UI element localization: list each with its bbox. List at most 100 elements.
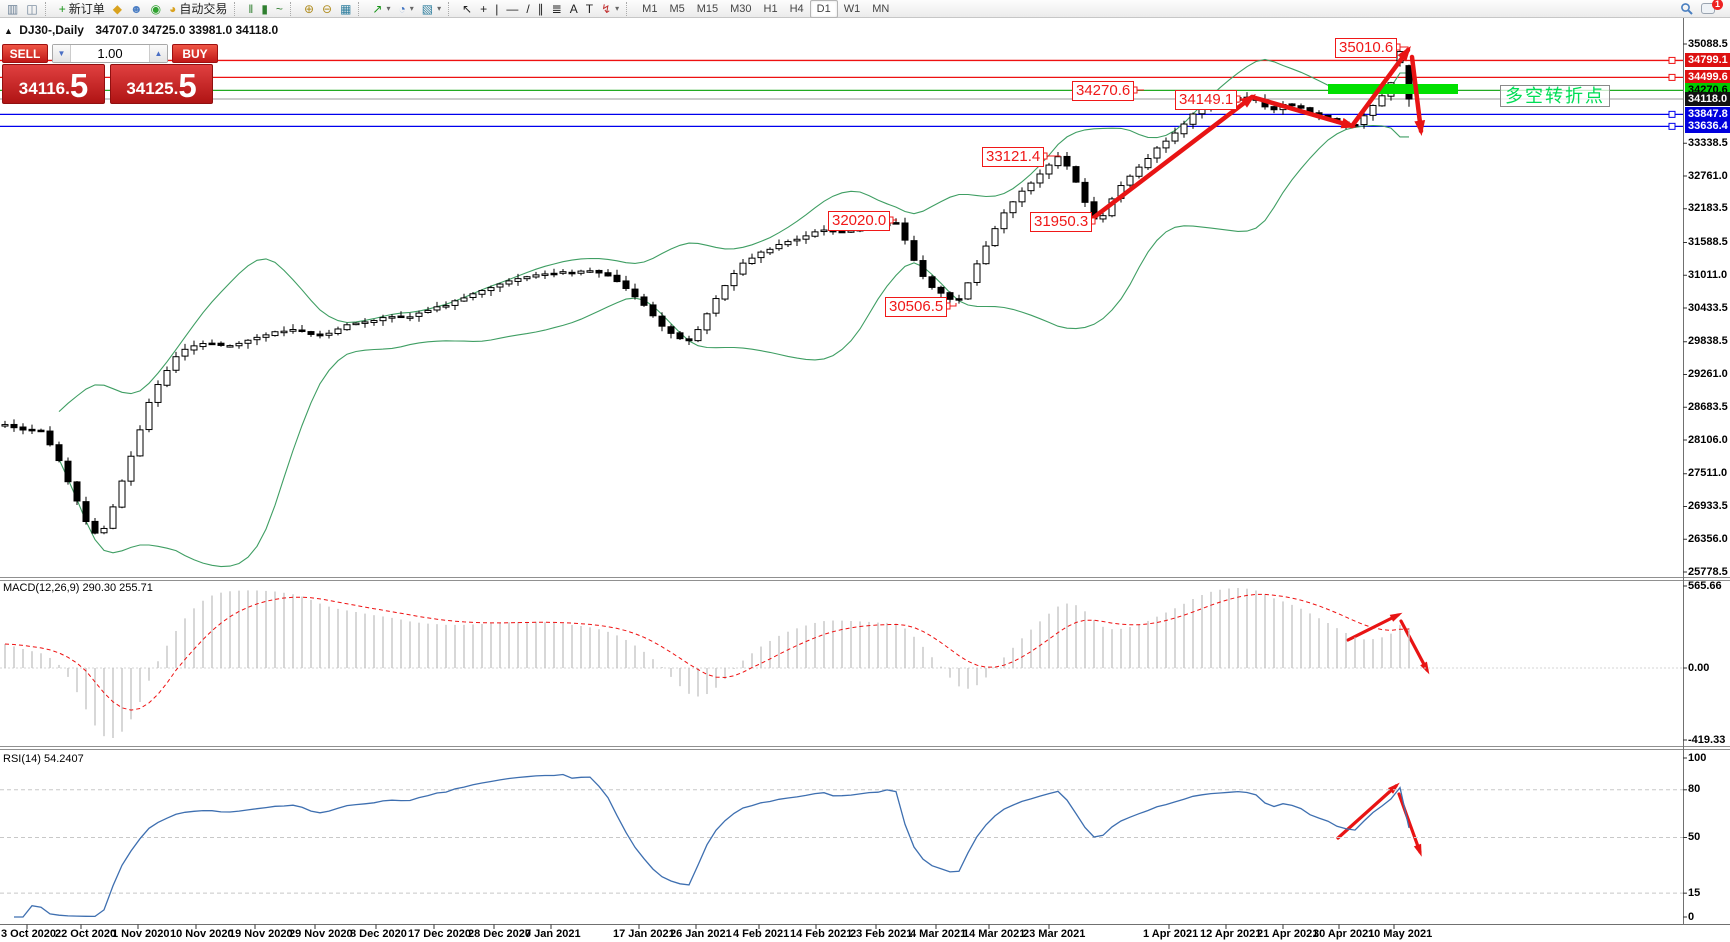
symbol-name: DJ30-,Daily xyxy=(19,23,84,37)
price-annotation[interactable]: 33121.4 xyxy=(982,147,1045,167)
price-annotation[interactable]: 32020.0 xyxy=(828,211,891,231)
price-annotation[interactable]: 35010.6 xyxy=(1335,38,1398,58)
volume-stepper[interactable]: ▼ 1.00 ▲ xyxy=(52,44,168,63)
macd-histogram xyxy=(4,588,1410,738)
label-icon-glyph: T xyxy=(585,1,594,16)
timeframe-m15[interactable]: M15 xyxy=(696,2,719,15)
candlestick-series[interactable] xyxy=(1,48,1413,535)
date-label: 30 Apr 2021 xyxy=(1313,928,1375,940)
templates-icon[interactable]: ▧ ▾ xyxy=(418,1,445,17)
macd-signal-line xyxy=(4,593,1410,711)
trend-arrow-main-1[interactable] xyxy=(1249,94,1355,129)
indicators-icon[interactable]: ↗ ▾ xyxy=(368,1,394,17)
date-label: 1 Apr 2021 xyxy=(1143,928,1199,940)
price-annotation[interactable]: 34149.1 xyxy=(1175,90,1238,110)
label-icon[interactable]: T xyxy=(582,1,597,17)
eraser-icon[interactable]: ◆ xyxy=(109,1,126,17)
bollinger-upper-band[interactable] xyxy=(58,58,1409,413)
signal-icon[interactable]: ◉ xyxy=(147,1,165,17)
date-label: 28 Dec 2020 xyxy=(468,928,531,940)
trend-arrow-rsi-1[interactable] xyxy=(1397,792,1422,854)
price-annotation[interactable]: 34270.6 xyxy=(1072,81,1135,101)
trend-arrow-main-0[interactable] xyxy=(1090,94,1255,221)
print-preview-icon[interactable]: ◫ xyxy=(22,1,41,17)
y-tick-label: 28106.0 xyxy=(1688,433,1728,446)
y-tick-label: 30433.5 xyxy=(1688,301,1728,314)
auto-trading-button-glyph: ◕ xyxy=(169,1,177,16)
zoom-out-icon[interactable]: ⊖ xyxy=(318,1,336,17)
buy-button[interactable]: BUY xyxy=(172,44,218,63)
line-anchor-square[interactable] xyxy=(1668,73,1676,81)
profile-icon[interactable]: ☻ xyxy=(126,1,147,17)
bollinger-lower-band[interactable] xyxy=(58,124,1409,568)
zoom-in-icon-glyph: ⊕ xyxy=(303,1,314,16)
sell-button[interactable]: SELL xyxy=(2,44,48,63)
line-chart-icon[interactable]: ~ xyxy=(272,1,287,17)
arrows-icon[interactable]: ↯ ▾ xyxy=(597,1,623,17)
trend-highlight-bar[interactable] xyxy=(1328,84,1458,94)
timeframe-m30[interactable]: M30 xyxy=(730,2,752,15)
notifications-icon[interactable]: 1 xyxy=(1697,0,1727,17)
buy-price[interactable]: 34125. 5 xyxy=(110,64,213,104)
trend-arrow-rsi-0[interactable] xyxy=(1336,784,1398,840)
toolbar-separator xyxy=(234,1,241,16)
auto-trading-button[interactable]: ◕ 自动交易 xyxy=(165,1,231,17)
macd-indicator-label: MACD(12,26,9) 290.30 255.71 xyxy=(3,582,153,594)
candle-chart-icon[interactable]: ▮ xyxy=(257,1,272,17)
timeframe-w1[interactable]: W1 xyxy=(843,2,861,15)
line-anchor-square[interactable] xyxy=(1668,122,1676,130)
text-icon[interactable]: A xyxy=(566,1,582,17)
turning-point-callout[interactable]: 多空转折点 xyxy=(1500,85,1610,107)
timeframe-h1[interactable]: H1 xyxy=(763,2,778,15)
vertical-line-icon[interactable]: | xyxy=(491,1,502,17)
rsi-line xyxy=(14,773,1410,918)
trend-arrow-main-3[interactable] xyxy=(1409,54,1424,134)
annotation-connector xyxy=(1237,97,1253,100)
cursor-icon[interactable]: ↖ xyxy=(458,1,476,17)
line-anchor-square[interactable] xyxy=(1668,110,1676,118)
price-annotation[interactable]: 30506.5 xyxy=(885,297,948,317)
y-tick-label: 35088.5 xyxy=(1688,37,1728,50)
volume-value[interactable]: 1.00 xyxy=(97,46,123,61)
y-tick-label: 29838.5 xyxy=(1688,335,1728,348)
crosshair-icon[interactable]: + xyxy=(476,1,491,17)
price-annotation[interactable]: 31950.3 xyxy=(1030,212,1093,232)
channel-icon[interactable]: ∥ xyxy=(534,1,548,17)
timeframe-m5[interactable]: M5 xyxy=(669,2,685,15)
chart-title: ▲ DJ30-,Daily 34707.0 34725.0 33981.0 34… xyxy=(4,23,278,37)
dropdown-arrow-icon[interactable]: ▾ xyxy=(409,4,414,13)
new-order-button[interactable]: + 新订单 xyxy=(55,1,109,17)
buy-price-main: 34125. xyxy=(126,79,179,98)
bar-chart-icon[interactable]: ‖ xyxy=(244,1,257,17)
collapse-arrow-icon[interactable]: ▲ xyxy=(4,26,13,36)
horizontal-line-icon[interactable]: — xyxy=(502,1,522,17)
toolbar-separator xyxy=(44,1,52,16)
volume-decrease-button[interactable]: ▼ xyxy=(53,45,71,62)
zoom-in-icon[interactable]: ⊕ xyxy=(300,1,318,17)
timeframe-h4[interactable]: H4 xyxy=(789,2,804,15)
dropdown-arrow-icon[interactable]: ▾ xyxy=(615,4,620,13)
tile-windows-icon[interactable]: ▦ xyxy=(336,1,355,17)
auto-trading-button-label: 自动交易 xyxy=(179,2,228,16)
trend-arrow-main-2[interactable] xyxy=(1349,47,1411,129)
volume-increase-button[interactable]: ▲ xyxy=(149,45,167,62)
trend-arrow-macd-1[interactable] xyxy=(1399,619,1429,672)
dropdown-arrow-icon[interactable]: ▾ xyxy=(437,4,442,13)
y-tick-label: 25778.5 xyxy=(1688,565,1728,578)
macd-scale-label: -419.33 xyxy=(1688,733,1726,746)
timeframe-d1[interactable]: D1 xyxy=(809,0,838,18)
chart-window-icon[interactable]: ▥ xyxy=(3,1,22,17)
timeframe-m1[interactable]: M1 xyxy=(642,2,658,15)
date-label: 14 Mar 2021 xyxy=(963,928,1026,940)
dropdown-arrow-icon[interactable]: ▾ xyxy=(386,4,391,13)
line-anchor-square[interactable] xyxy=(1668,56,1676,64)
periods-icon[interactable]: ◔ ▾ xyxy=(394,1,417,17)
arrows-icon-glyph: ↯ xyxy=(601,1,612,16)
sell-price[interactable]: 34116. 5 xyxy=(2,64,105,104)
timeframe-mn[interactable]: MN xyxy=(872,2,890,15)
search-icon[interactable] xyxy=(1676,1,1697,17)
toolbar-separator xyxy=(448,1,455,16)
trendline-icon[interactable]: / xyxy=(522,1,533,17)
fibonacci-icon[interactable]: ≣ xyxy=(548,1,566,17)
